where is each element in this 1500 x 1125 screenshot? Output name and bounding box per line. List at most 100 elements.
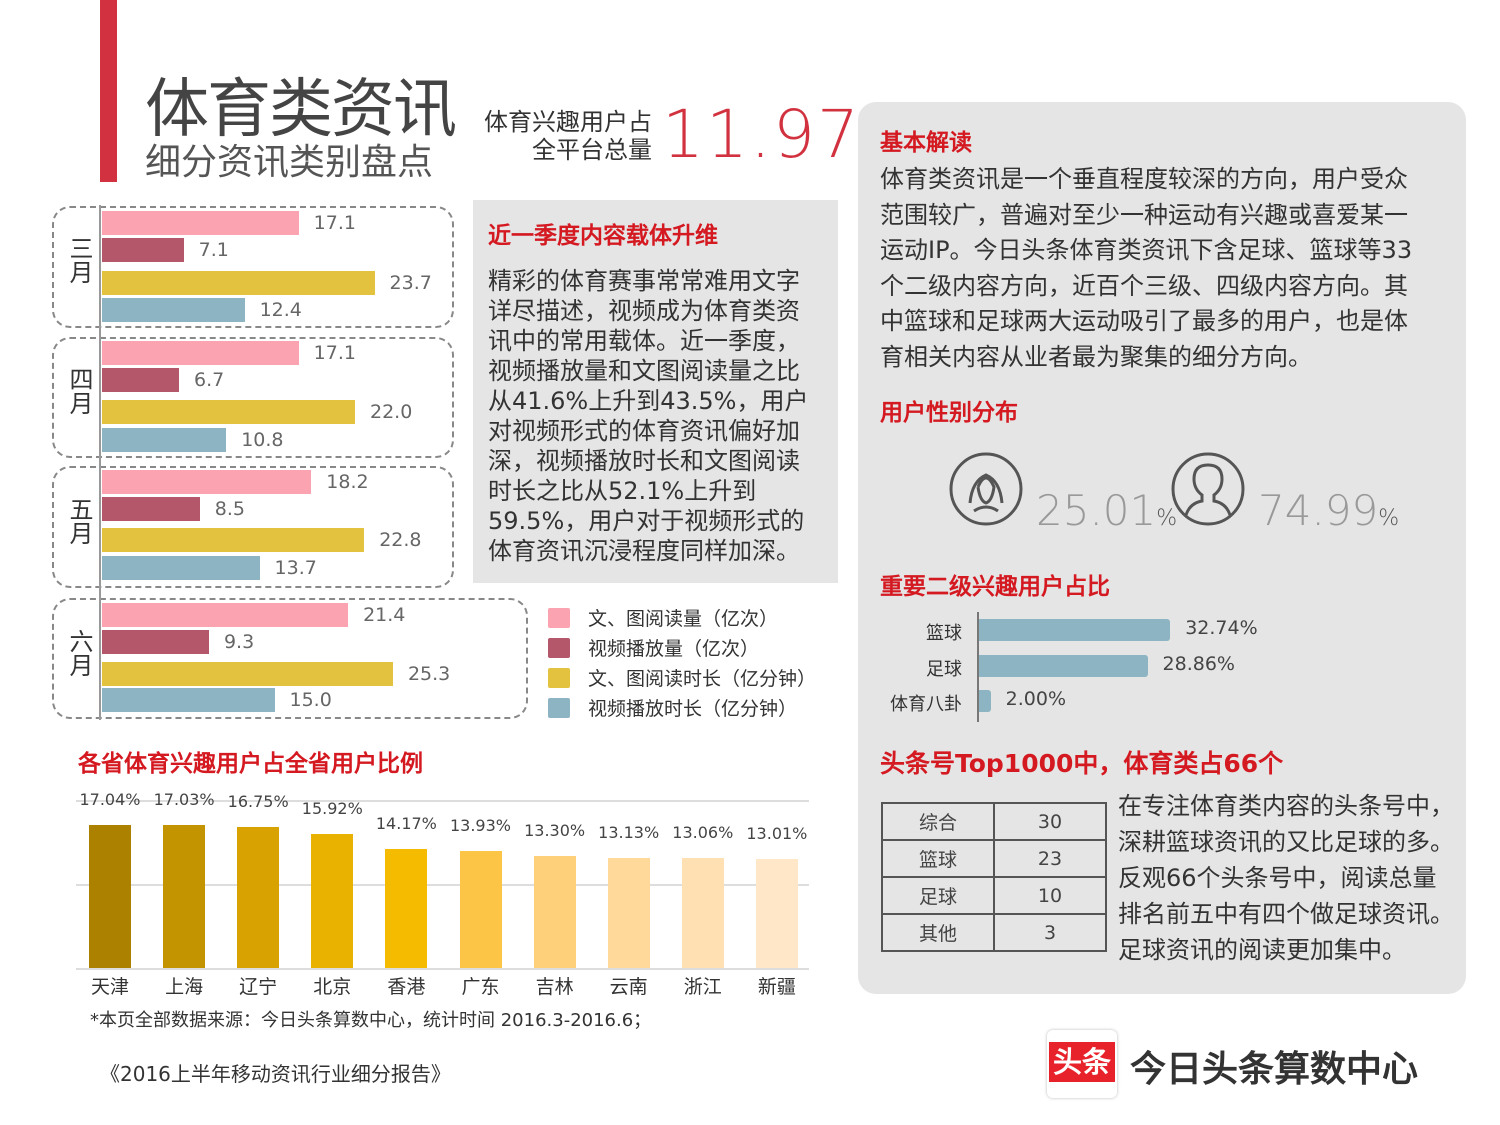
province-name: 天津 <box>90 976 129 998</box>
gridline <box>76 884 809 886</box>
text-line: 反观66个头条号中，阅读总量 <box>1118 864 1437 892</box>
female-share: 25.01% <box>1036 486 1177 535</box>
basic-text: 体育类资讯是一个垂直程度较深的方向，用户受众 范围较广，普遍对至少一种运动有兴趣或… <box>880 162 1450 375</box>
interest-value-label: 32.74% <box>1185 617 1258 639</box>
province-name: 浙江 <box>683 976 722 998</box>
text-line: 体育类资讯是一个垂直程度较深的方向，用户受众 <box>880 165 1408 193</box>
text-line: 育相关内容从业者最为聚集的细分方向。 <box>880 342 1312 371</box>
interest-category: 篮球 <box>926 623 962 644</box>
text-line: 范围较广，普遍对至少一种运动有兴趣或喜爱某一 <box>880 200 1408 229</box>
text-line: 运动IP。今日头条体育类资讯下含足球、篮球等33 <box>880 236 1413 264</box>
month-bar <box>102 556 260 580</box>
month-bar-label: 8.5 <box>214 498 245 520</box>
share-value: 11.97% <box>662 96 888 173</box>
accent-bar <box>100 0 117 182</box>
legend-label: 视频播放时长（亿分钟） <box>588 698 798 720</box>
legend-label: 视频播放量（亿次） <box>588 638 760 660</box>
text-line: 足球资讯的阅读更加集中。 <box>1118 936 1406 964</box>
month-label: 五月 <box>65 497 93 545</box>
text-line: 视频播放量和文图阅读量之比 <box>488 357 800 385</box>
logo-name: 今日头条算数中心 <box>1130 1049 1419 1090</box>
content-heading: 近一季度内容载体升维 <box>488 223 718 249</box>
logo-badge-text: 头条 <box>1049 1042 1115 1082</box>
month-bar <box>102 630 209 654</box>
month-bar-label: 18.2 <box>326 471 369 493</box>
month-bar <box>102 298 245 322</box>
province-value-label: 15.92% <box>301 799 363 819</box>
month-bar <box>102 341 299 365</box>
province-name: 新疆 <box>757 976 796 998</box>
legend-label: 文、图阅读量（亿次） <box>588 608 779 630</box>
province-name: 北京 <box>313 976 352 998</box>
logo-badge: 头条 <box>1047 1030 1117 1098</box>
text-line: 59.5%，用户对于视频形式的 <box>488 507 805 535</box>
table-row: 篮球 23 <box>881 839 1107 878</box>
interest-bar <box>979 690 991 712</box>
province-bar <box>311 834 354 968</box>
table-value: 23 <box>993 839 1107 878</box>
female-value: 25.01 <box>1036 486 1157 535</box>
province-value-label: 14.17% <box>375 813 437 833</box>
month-bar-label: 21.4 <box>363 604 406 626</box>
top-table: 综合 30 篮球 23 足球 10 其他 3 <box>881 802 1107 952</box>
gender-heading: 用户性别分布 <box>880 400 1018 426</box>
page-subtitle: 细分资讯类别盘点 <box>145 142 434 183</box>
share-label-line2: 全平台总量 <box>532 136 652 164</box>
province-value-label: 13.06% <box>672 823 734 843</box>
month-box-june <box>52 598 528 719</box>
month-bar <box>102 603 349 627</box>
legend-label: 文、图阅读时长（亿分钟） <box>588 668 817 690</box>
month-chart-axis <box>99 205 101 720</box>
text-line: 从41.6%上升到43.5%，用户 <box>488 387 809 415</box>
text-line: 个二级内容方向，近百个三级、四级内容方向。其 <box>880 271 1408 300</box>
month-bar <box>102 528 365 552</box>
month-label: 六月 <box>65 629 93 677</box>
legend-item: 视频播放量（亿次） <box>548 634 759 661</box>
province-value-label: 13.93% <box>449 815 511 835</box>
text-line: 讯中的常用载体。近一季度， <box>488 327 800 355</box>
month-box-april <box>52 337 454 458</box>
table-value: 30 <box>993 802 1107 841</box>
month-bar-label: 6.7 <box>194 369 225 391</box>
basic-heading: 基本解读 <box>880 130 972 156</box>
month-box-may <box>52 466 454 588</box>
interest-value-label: 28.86% <box>1162 652 1235 675</box>
month-bar-label: 9.3 <box>223 631 255 653</box>
month-label: 四月 <box>65 367 93 415</box>
month-bar <box>102 428 227 452</box>
share-label-line1: 体育兴趣用户占 <box>484 108 652 136</box>
province-value-label: 16.75% <box>227 792 289 812</box>
month-bar <box>102 662 393 686</box>
legend-swatch <box>548 697 570 718</box>
text-line: 中篮球和足球两大运动吸引了最多的用户，也是体 <box>880 307 1408 335</box>
month-label: 三月 <box>65 236 93 284</box>
interest-bar <box>979 654 1148 677</box>
table-row: 其他 3 <box>881 913 1107 952</box>
page-title: 体育类资讯 <box>145 73 457 147</box>
top-text: 在专注体育类内容的头条号中， 深耕篮球资讯的又比足球的多。 反观66个头条号中，阅读… <box>1118 788 1454 968</box>
month-bar-label: 22.8 <box>379 529 422 551</box>
month-bar <box>102 400 355 424</box>
gridline <box>76 968 809 970</box>
province-name: 上海 <box>165 976 204 998</box>
province-bar <box>459 850 502 968</box>
legend-swatch <box>548 667 570 688</box>
text-line: 深耕篮球资讯的又比足球的多。 <box>1118 828 1454 856</box>
female-icon <box>949 452 1023 526</box>
text-line: 排名前五中有四个做足球资讯。 <box>1118 900 1454 928</box>
province-name: 云南 <box>609 976 648 998</box>
month-bar-label: 15.0 <box>289 689 332 711</box>
province-value-label: 17.03% <box>153 789 215 809</box>
legend-item: 视频播放时长（亿分钟） <box>548 694 797 721</box>
month-bar-label: 17.1 <box>313 212 356 234</box>
province-name: 吉林 <box>535 976 574 998</box>
interest-axis <box>977 612 979 722</box>
province-value-label: 13.01% <box>746 823 808 843</box>
province-bar <box>385 848 428 968</box>
report-title: 《2016上半年移动资讯行业细分报告》 <box>100 1062 451 1086</box>
table-row: 综合 30 <box>881 802 1107 841</box>
month-bar-label: 7.1 <box>198 239 229 261</box>
province-bar <box>237 827 280 968</box>
month-bar-label: 17.1 <box>313 342 356 364</box>
interest-category: 足球 <box>926 658 962 680</box>
